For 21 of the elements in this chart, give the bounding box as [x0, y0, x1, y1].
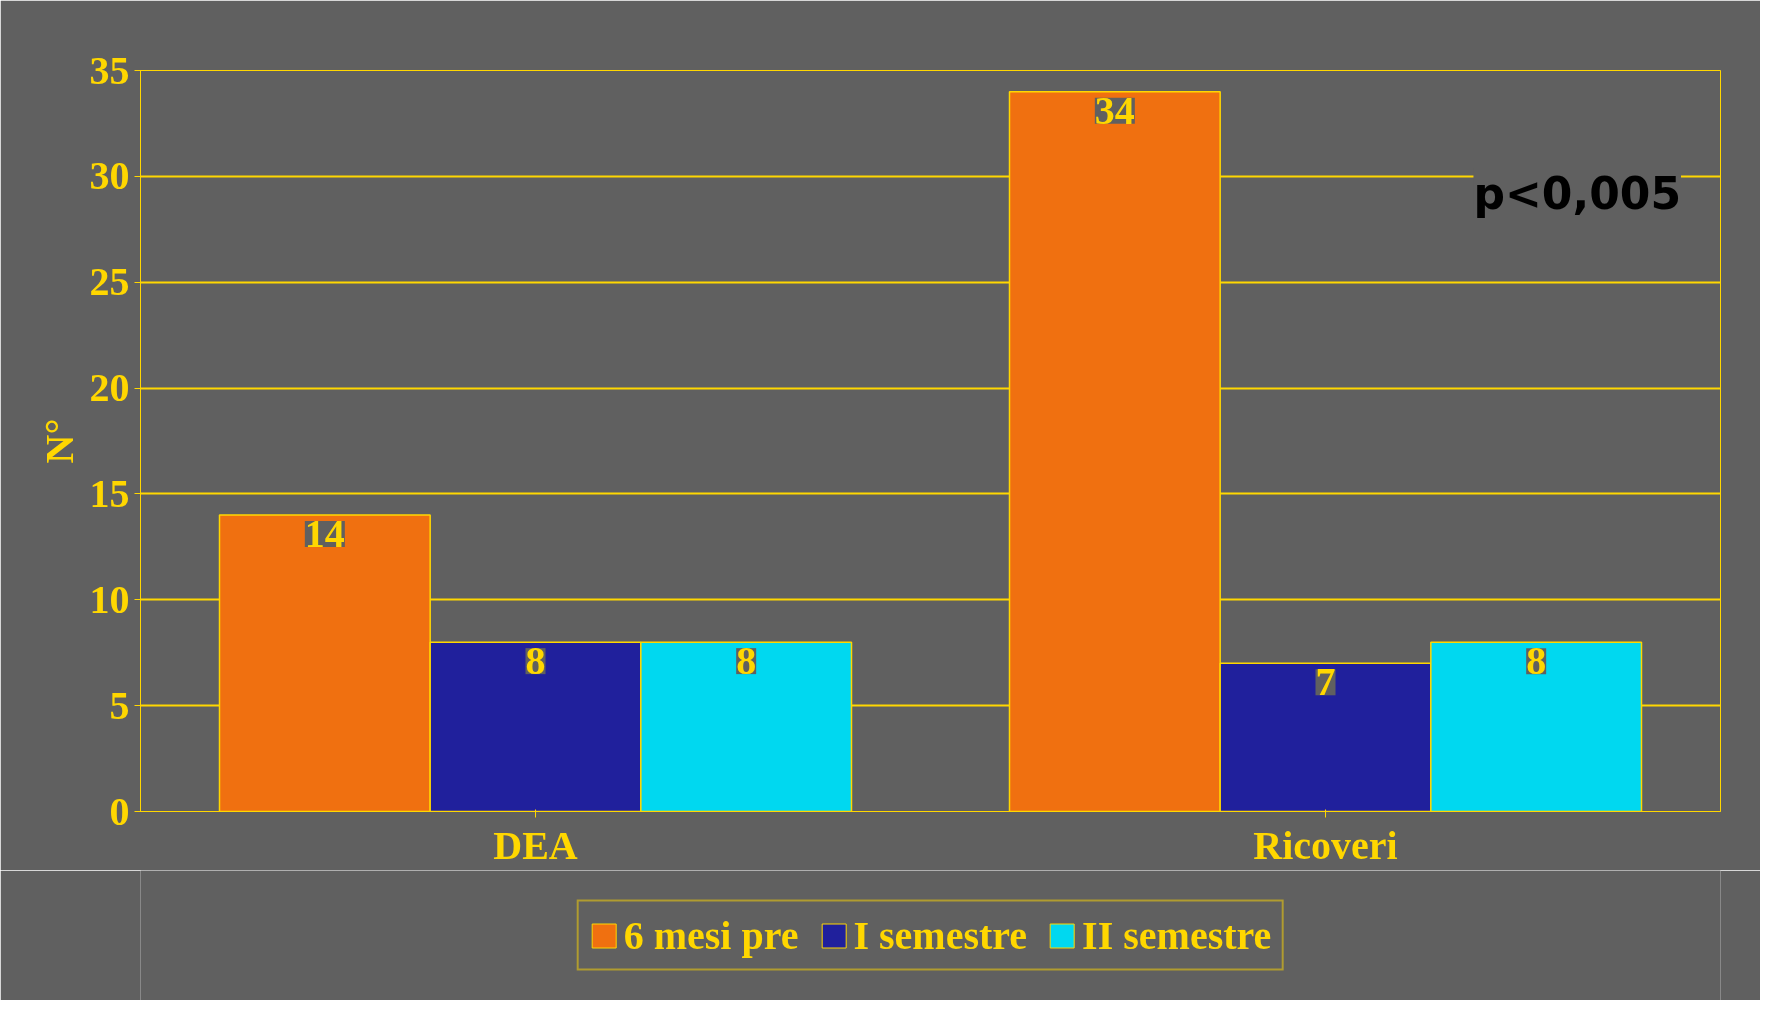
data-label: 8 — [525, 638, 546, 684]
y-tick-label: 25 — [89, 259, 130, 305]
x-tick-label: Ricoveri — [1253, 822, 1398, 868]
y-tick-label: 30 — [89, 153, 130, 199]
data-label: 34 — [1094, 87, 1135, 133]
legend-label: II semestre — [1082, 911, 1272, 959]
y-tick-label: 20 — [89, 365, 130, 411]
y-tick-label: 5 — [109, 682, 130, 728]
annotation: p<0,005 — [1473, 167, 1682, 219]
data-label: 8 — [736, 638, 757, 684]
data-label: 14 — [304, 511, 345, 557]
legend-label: I semestre — [853, 911, 1028, 959]
data-label: 7 — [1315, 659, 1336, 705]
data-label: 8 — [1526, 638, 1547, 684]
y-tick-label: 0 — [109, 788, 130, 834]
x-tick-label: DEA — [493, 822, 578, 868]
y-tick-label: 10 — [89, 576, 130, 622]
legend-label: 6 mesi pre — [623, 911, 799, 959]
y-axis-title: N° — [36, 418, 82, 464]
y-tick-label: 35 — [89, 47, 130, 93]
y-tick-label: 15 — [89, 470, 130, 516]
